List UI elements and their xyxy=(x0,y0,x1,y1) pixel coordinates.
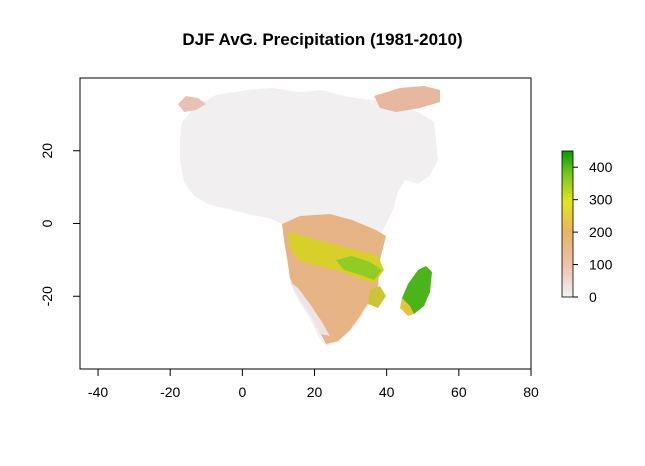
x-tick-label: -20 xyxy=(160,384,180,400)
x-tick-label: 80 xyxy=(523,384,539,400)
x-tick-label: 20 xyxy=(307,384,323,400)
plot-title: DJF AvG. Precipitation (1981-2010) xyxy=(182,30,463,49)
colorbar-tick-label: 300 xyxy=(589,192,613,208)
madagascar xyxy=(402,266,432,314)
y-tick-label: 0 xyxy=(39,219,55,227)
x-axis: -40 -20 0 20 40 60 80 xyxy=(88,369,539,400)
mediterranean-coast xyxy=(178,96,206,112)
colorbar-tick-label: 100 xyxy=(589,257,613,273)
colorbar xyxy=(561,150,574,298)
x-tick-label: 0 xyxy=(238,384,246,400)
arabia-north xyxy=(374,86,440,112)
madagascar-south xyxy=(400,298,414,316)
x-tick-label: -40 xyxy=(88,384,108,400)
colorbar-tick-label: 400 xyxy=(589,159,613,175)
y-tick-label: -20 xyxy=(39,286,55,306)
y-tick-label: 20 xyxy=(39,143,55,159)
x-tick-label: 40 xyxy=(379,384,395,400)
x-tick-label: 60 xyxy=(451,384,467,400)
southern-dry-tip xyxy=(290,282,330,336)
colorbar-ticks: 0 100 200 300 400 xyxy=(573,159,613,305)
y-axis: -20 0 20 xyxy=(39,143,80,306)
east-coast-rain xyxy=(368,286,386,308)
peak-rain-core xyxy=(336,256,382,280)
colorbar-tick-label: 0 xyxy=(589,289,597,305)
colorbar-tick-label: 200 xyxy=(589,224,613,240)
